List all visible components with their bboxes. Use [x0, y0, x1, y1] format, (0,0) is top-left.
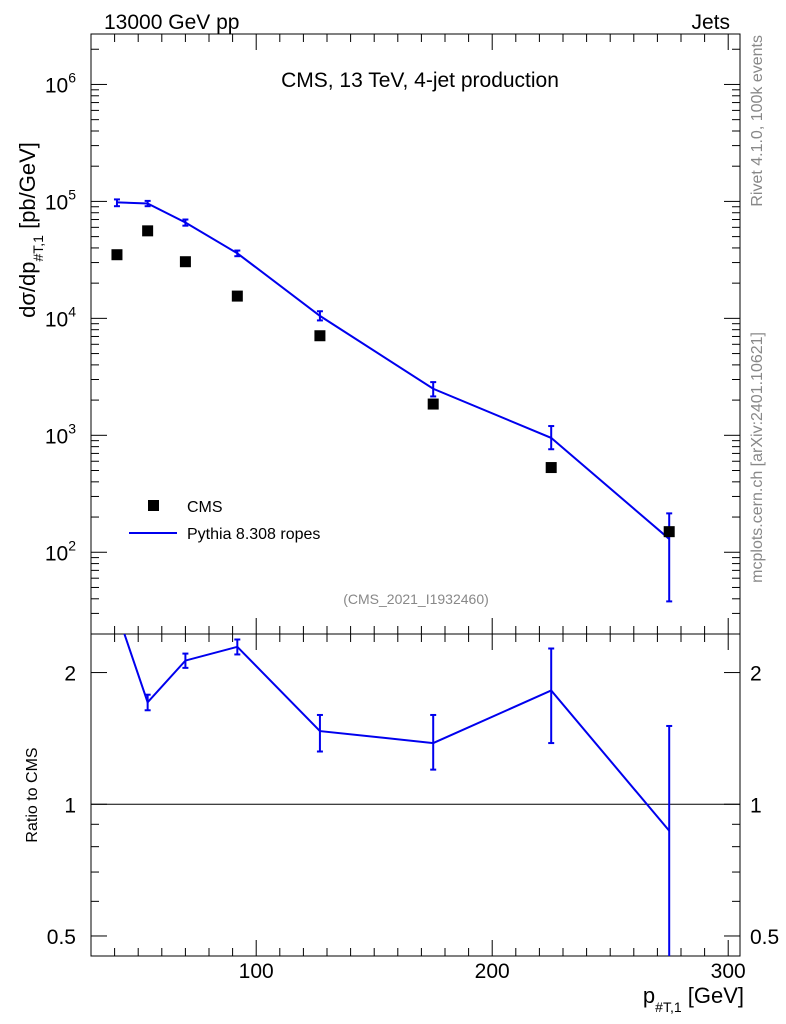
- ratio-y-tick-label: 2: [64, 663, 76, 686]
- x-axis-label: p#T,1 [GeV]: [643, 983, 744, 1015]
- legend-data-marker: [148, 500, 159, 511]
- header-left-label: 13000 GeV pp: [104, 11, 239, 34]
- main-plot-frame: [90, 33, 741, 635]
- mc-series-line: [116, 201, 670, 540]
- y-tick-label: 103: [45, 420, 76, 448]
- cms-data-point: [427, 398, 439, 410]
- main-y-axis-label: dσ/dp#T,1 [pb/GeV]: [15, 142, 46, 318]
- ratio-data-group: [123, 634, 673, 956]
- legend-data-label: CMS: [187, 499, 223, 516]
- cms-data-point: [545, 462, 557, 474]
- cms-data-point: [231, 290, 243, 302]
- plot-title: CMS, 13 TeV, 4-jet production: [281, 69, 559, 92]
- cms-data-point: [179, 256, 191, 268]
- cms-data-point: [111, 249, 123, 261]
- ratio-y-tick-label: 1: [64, 794, 76, 817]
- ratio-y-axis-label: Ratio to CMS: [24, 747, 41, 842]
- x-tick-label: 300: [711, 960, 746, 983]
- ratio-series-line: [123, 634, 670, 832]
- cms-data-point: [663, 526, 675, 538]
- x-tick-label: 100: [239, 960, 274, 983]
- y-tick-label: 102: [45, 537, 76, 565]
- ratio-y-tick-label: 2: [750, 663, 762, 686]
- y-tick-label: 105: [45, 186, 76, 214]
- header-right-label: Jets: [691, 11, 730, 34]
- ratio-y-tick-label: 0.5: [47, 926, 76, 949]
- y-tick-label: 104: [45, 303, 76, 331]
- y-tick-label: 106: [45, 69, 76, 97]
- cms-data-point: [142, 225, 154, 237]
- ratio-y-tick-label: 1: [750, 794, 762, 817]
- x-tick-label: 200: [475, 960, 510, 983]
- ratio-y-tick-label: 0.5: [750, 926, 779, 949]
- side-text-rivet: Rivet 4.1.0, 100k events: [749, 35, 766, 207]
- analysis-id: (CMS_2021_I1932460): [343, 591, 489, 607]
- ratio-plot-frame: [90, 633, 741, 957]
- side-text-mcplots: mcplots.cern.ch [arXiv:2401.10621]: [749, 332, 766, 583]
- cms-data-point: [314, 330, 326, 342]
- legend-mc-label: Pythia 8.308 ropes: [187, 526, 320, 543]
